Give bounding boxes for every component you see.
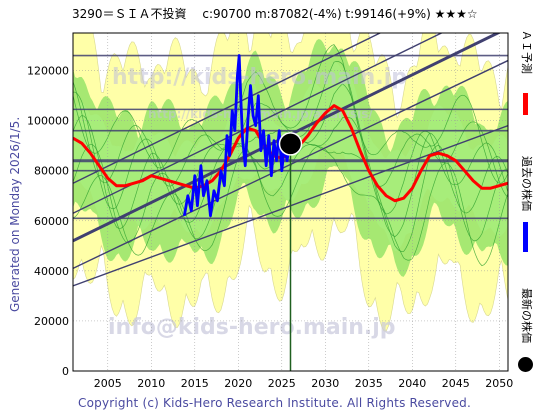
watermark-url-top: http://kids-hero.main.jp <box>112 65 407 90</box>
legend-past-label: 過去の株価 <box>520 156 533 211</box>
watermark-url-mid: http://kids-hero.main.jp/analysis/ <box>148 107 373 121</box>
y-tick-label: 0 <box>62 365 69 378</box>
y-axis-ticks: 0 20000 40000 60000 80000 100000 120000 <box>27 65 69 378</box>
y-tick-label: 100000 <box>27 115 69 128</box>
y-tick-label: 60000 <box>34 215 69 228</box>
x-axis-ticks: 2005 2010 2015 2020 2025 2030 2035 2040 2045 2050 <box>94 377 513 390</box>
band-line <box>73 44 508 184</box>
y-tick-label: 40000 <box>34 265 69 278</box>
legend-latest-label: 最新の株価 <box>520 288 533 343</box>
legend-forecast-label: ＡＩ予測 <box>520 30 533 74</box>
x-tick-label: 2020 <box>224 377 252 390</box>
latest-price-dot <box>278 132 303 156</box>
past-price-line <box>182 54 292 218</box>
horizontal-levels <box>73 54 508 220</box>
y-tick-label: 80000 <box>34 165 69 178</box>
channel-line <box>73 33 382 184</box>
legend-latest-dot <box>518 357 533 372</box>
watermark-email: info@kids-hero.main.jp <box>108 315 396 340</box>
legend-past-swatch <box>523 222 528 252</box>
x-tick-label: 2035 <box>355 377 383 390</box>
y-tick-label: 120000 <box>27 65 69 78</box>
x-tick-label: 2005 <box>94 377 122 390</box>
x-tick-label: 2010 <box>137 377 165 390</box>
copyright-text: Copyright (c) Kids-Hero Research Institu… <box>78 396 472 410</box>
legend-forecast-swatch <box>523 93 528 115</box>
y-tick-label: 20000 <box>34 315 69 328</box>
x-tick-label: 2030 <box>311 377 339 390</box>
plot-frame <box>72 32 509 372</box>
generated-date: Generated on Monday 2026/1/5. <box>8 116 22 312</box>
x-tick-label: 2045 <box>442 377 470 390</box>
x-tick-label: 2015 <box>181 377 209 390</box>
x-tick-label: 2040 <box>398 377 426 390</box>
watermarks: http://kids-hero.main.jp http://kids-her… <box>108 65 407 340</box>
x-tick-label: 2050 <box>485 377 513 390</box>
x-tick-label: 2025 <box>268 377 296 390</box>
chart-title: 3290＝ＳＩＡ不投資 c:90700 m:87082(-4%) t:99146… <box>72 7 478 21</box>
